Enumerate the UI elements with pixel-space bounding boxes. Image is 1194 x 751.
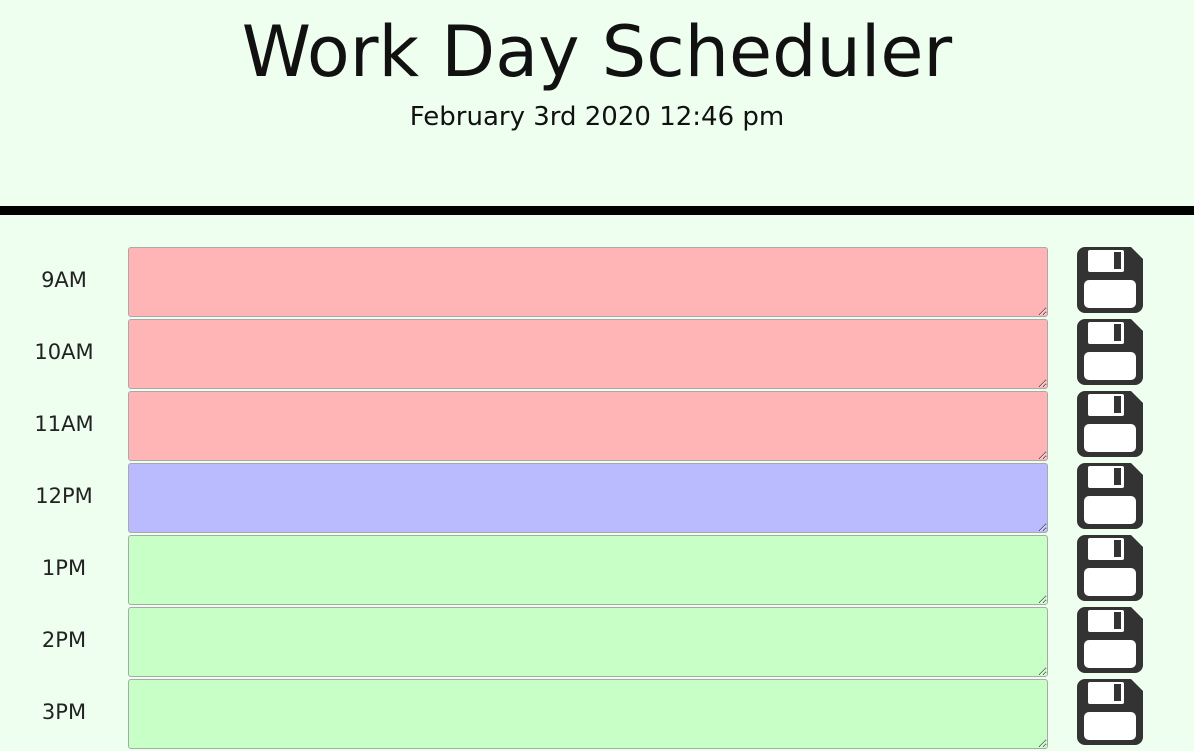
floppy-disk-icon (1077, 463, 1143, 529)
event-textarea[interactable] (128, 535, 1048, 605)
time-block-row: 2PM (0, 607, 1194, 679)
page-title: Work Day Scheduler (241, 11, 953, 93)
time-block-row: 12PM (0, 463, 1194, 535)
schedule-list: 9AM 10AM 11AM 12PM 1PM 2PM 3PM (0, 247, 1194, 751)
header-divider (0, 206, 1194, 215)
event-textarea[interactable] (128, 247, 1048, 317)
save-button[interactable] (1077, 679, 1143, 745)
hour-label: 9AM (41, 268, 87, 292)
time-block-row: 10AM (0, 319, 1194, 391)
time-block-row: 3PM (0, 679, 1194, 751)
save-button[interactable] (1077, 463, 1143, 529)
time-block-row: 11AM (0, 391, 1194, 463)
save-button[interactable] (1077, 607, 1143, 673)
floppy-disk-icon (1077, 319, 1143, 385)
current-datetime: February 3rd 2020 12:46 pm (409, 102, 785, 132)
event-textarea[interactable] (128, 463, 1048, 533)
hour-label: 1PM (41, 556, 87, 580)
event-textarea[interactable] (128, 391, 1048, 461)
hour-label: 11AM (34, 412, 94, 436)
floppy-disk-icon (1077, 607, 1143, 673)
hour-label: 3PM (41, 700, 87, 724)
floppy-disk-icon (1077, 535, 1143, 601)
floppy-disk-icon (1077, 247, 1143, 313)
event-textarea[interactable] (128, 607, 1048, 677)
save-button[interactable] (1077, 247, 1143, 313)
hour-label: 12PM (35, 484, 93, 508)
time-block-row: 9AM (0, 247, 1194, 319)
hour-label: 2PM (41, 628, 87, 652)
floppy-disk-icon (1077, 679, 1143, 745)
time-block-row: 1PM (0, 535, 1194, 607)
save-button[interactable] (1077, 535, 1143, 601)
save-button[interactable] (1077, 391, 1143, 457)
floppy-disk-icon (1077, 391, 1143, 457)
event-textarea[interactable] (128, 319, 1048, 389)
page-header: Work Day Scheduler February 3rd 2020 12:… (0, 0, 1194, 206)
hour-label: 10AM (34, 340, 94, 364)
event-textarea[interactable] (128, 679, 1048, 749)
save-button[interactable] (1077, 319, 1143, 385)
